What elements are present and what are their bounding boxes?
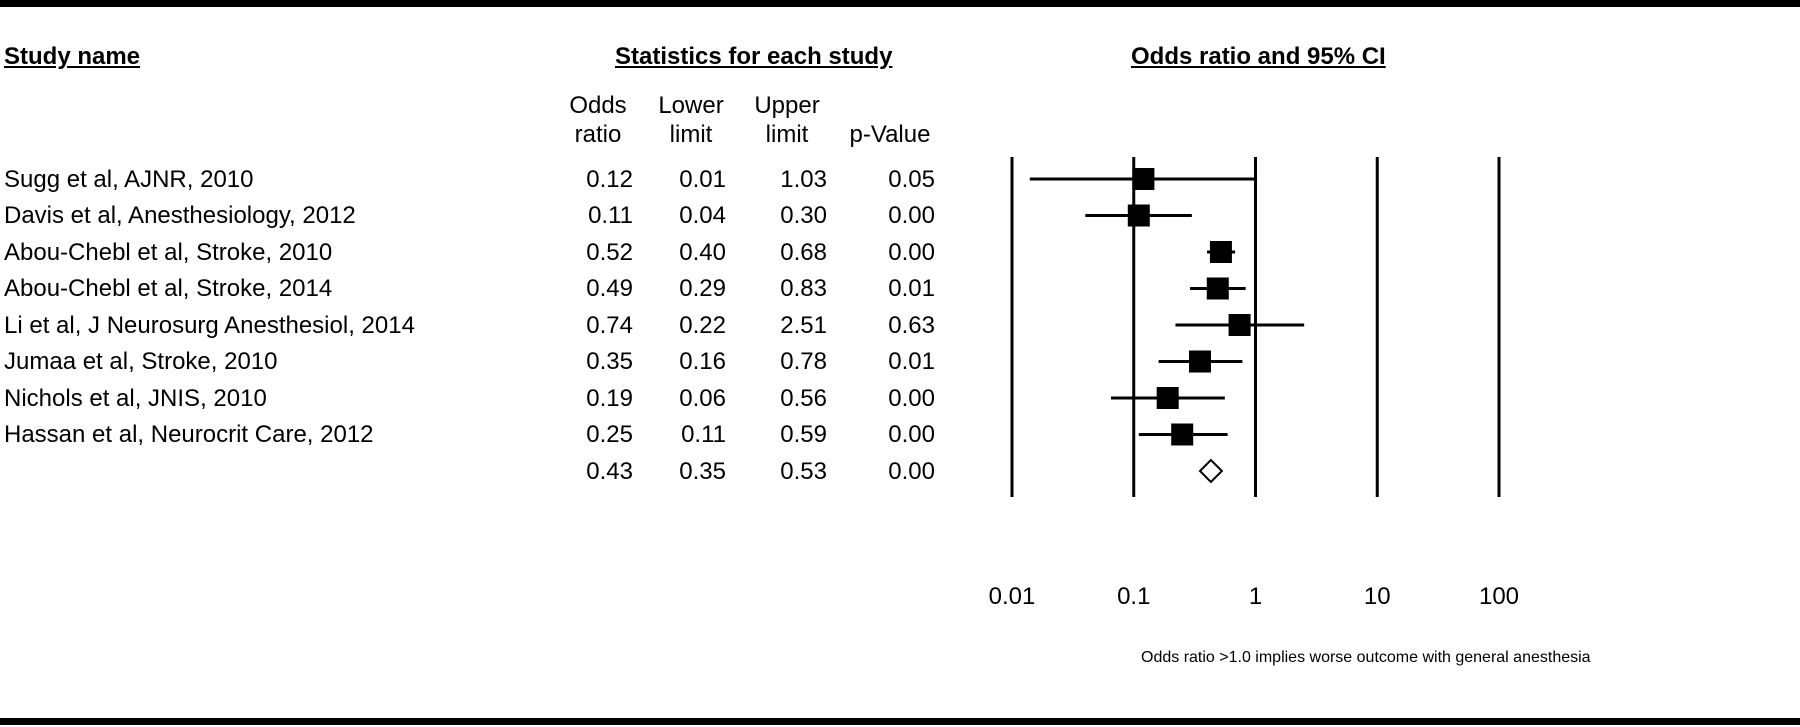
upper-limit-header-line2: limit xyxy=(765,121,809,148)
p-value: 0.05 xyxy=(888,166,935,193)
bottom-rule xyxy=(0,718,1800,725)
study-name: Abou-Chebl et al, Stroke, 2014 xyxy=(4,275,333,302)
p-value-header-line2: p-Value xyxy=(849,121,931,148)
lower-limit-column-header: Lower limit xyxy=(646,91,736,149)
p-value: 0.00 xyxy=(888,385,935,412)
odds-ratio-value: 0.43 xyxy=(586,458,633,485)
lower-limit-value: 0.04 xyxy=(679,202,726,229)
plot-header: Odds ratio and 95% CI xyxy=(1131,43,1386,70)
x-axis-tick-label: 1 xyxy=(1248,583,1263,610)
point-estimate-square xyxy=(1127,204,1150,227)
upper-limit-value: 2.51 xyxy=(780,312,827,339)
odds-ratio-column-header: Odds ratio xyxy=(553,91,643,149)
lower-limit-value: 0.22 xyxy=(679,312,726,339)
point-estimate-square xyxy=(1156,387,1179,409)
odds-ratio-value: 0.12 xyxy=(586,166,633,193)
study-name: Davis et al, Anesthesiology, 2012 xyxy=(4,202,356,229)
p-value: 0.01 xyxy=(888,348,935,375)
p-value: 0.00 xyxy=(888,239,935,266)
study-name: Jumaa et al, Stroke, 2010 xyxy=(4,348,278,375)
odds-ratio-value: 0.52 xyxy=(586,239,633,266)
p-value: 0.00 xyxy=(888,421,935,448)
odds-ratio-value: 0.19 xyxy=(586,385,633,412)
p-value: 0.63 xyxy=(888,312,935,339)
upper-limit-value: 0.68 xyxy=(780,239,827,266)
point-estimate-square xyxy=(1171,423,1194,446)
lower-limit-value: 0.11 xyxy=(681,421,726,448)
study-name-header: Study name xyxy=(4,43,141,70)
statistics-header: Statistics for each study xyxy=(615,43,893,70)
p-value: 0.00 xyxy=(888,458,935,485)
lower-limit-value: 0.35 xyxy=(679,458,726,485)
point-estimate-square xyxy=(1132,168,1155,190)
upper-limit-value: 1.03 xyxy=(780,166,827,193)
odds-ratio-value: 0.74 xyxy=(586,312,633,339)
upper-limit-value: 0.56 xyxy=(780,385,827,412)
study-name: Sugg et al, AJNR, 2010 xyxy=(4,166,254,193)
odds-ratio-value: 0.25 xyxy=(586,421,633,448)
upper-limit-value: 0.78 xyxy=(780,348,827,375)
x-axis-tick-label: 0.1 xyxy=(1117,583,1151,610)
lower-limit-header-line1: Lower xyxy=(658,92,724,119)
odds-ratio-header-line2: ratio xyxy=(574,121,622,148)
point-estimate-square xyxy=(1188,350,1211,373)
upper-limit-header-line1: Upper xyxy=(754,92,820,119)
upper-limit-column-header: Upper limit xyxy=(742,91,832,149)
lower-limit-value: 0.29 xyxy=(679,275,726,302)
upper-limit-value: 0.59 xyxy=(780,421,827,448)
lower-limit-value: 0.16 xyxy=(679,348,726,375)
interpretation-note: Odds ratio >1.0 implies worse outcome wi… xyxy=(1141,649,1591,666)
top-rule xyxy=(0,0,1800,7)
upper-limit-value: 0.53 xyxy=(780,458,827,485)
summary-diamond xyxy=(1198,458,1224,484)
x-axis-tick-label: 0.01 xyxy=(988,583,1036,610)
p-value: 0.00 xyxy=(888,202,935,229)
x-axis-tick-label: 100 xyxy=(1478,583,1520,610)
study-name: Nichols et al, JNIS, 2010 xyxy=(4,385,267,412)
lower-limit-value: 0.01 xyxy=(679,166,726,193)
p-value: 0.01 xyxy=(888,275,935,302)
upper-limit-value: 0.83 xyxy=(780,275,827,302)
odds-ratio-value: 0.35 xyxy=(586,348,633,375)
upper-limit-value: 0.30 xyxy=(780,202,827,229)
p-value-column-header: p-Value xyxy=(845,91,935,149)
odds-ratio-value: 0.49 xyxy=(586,275,633,302)
x-axis-tick-label: 10 xyxy=(1363,583,1391,610)
study-name: Li et al, J Neurosurg Anesthesiol, 2014 xyxy=(4,312,415,339)
odds-ratio-value: 0.11 xyxy=(588,202,633,229)
lower-limit-header-line2: limit xyxy=(669,121,713,148)
odds-ratio-header-line1: Odds xyxy=(569,92,627,119)
study-name: Abou-Chebl et al, Stroke, 2010 xyxy=(4,239,333,266)
point-estimate-square xyxy=(1228,314,1251,336)
lower-limit-value: 0.06 xyxy=(679,385,726,412)
study-name: Hassan et al, Neurocrit Care, 2012 xyxy=(4,421,374,448)
point-estimate-square xyxy=(1206,277,1229,300)
point-estimate-square xyxy=(1209,241,1232,263)
lower-limit-value: 0.40 xyxy=(679,239,726,266)
